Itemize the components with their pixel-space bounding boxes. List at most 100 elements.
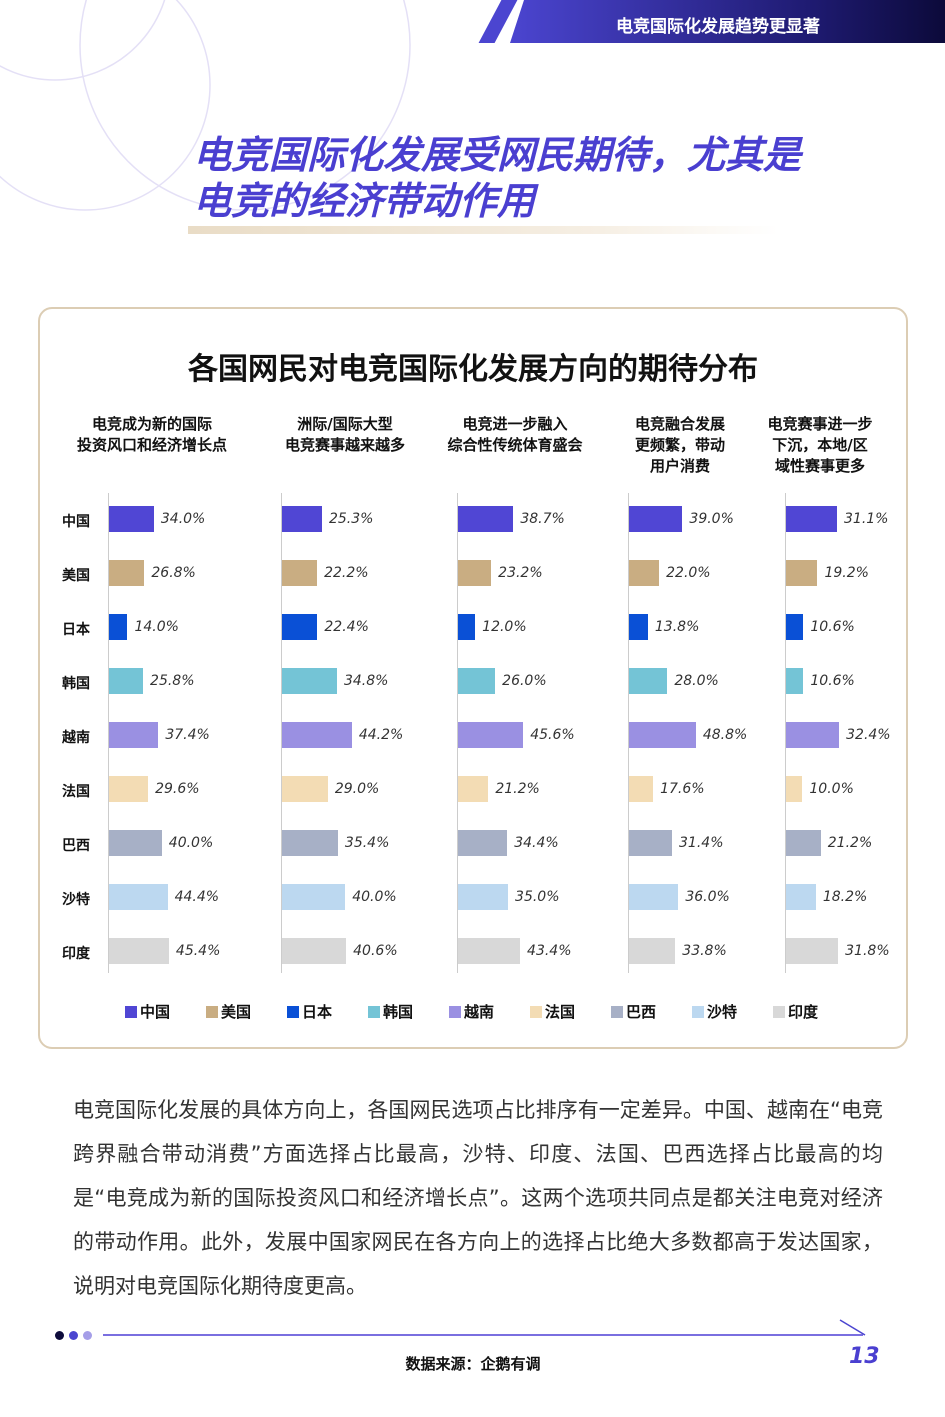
legend-swatch	[530, 1005, 542, 1018]
dot	[83, 1331, 92, 1340]
data-label: 18.2%	[822, 889, 868, 905]
data-label: 13.8%	[654, 619, 700, 635]
bar-韩国	[629, 668, 668, 694]
data-label: 45.4%	[175, 943, 221, 959]
data-label: 26.0%	[502, 673, 547, 689]
legend-swatch	[287, 1005, 299, 1018]
legend-item: 中国	[125, 1001, 206, 1022]
panel-header-line: 用户消费	[649, 457, 710, 475]
bar-韩国	[109, 668, 144, 694]
panel-header: 电竞成为新的国际 投资风口和经济增长点	[67, 414, 237, 456]
legend-label: 韩国	[383, 1003, 414, 1021]
panel-header-line: 综合性传统体育盛会	[447, 436, 583, 454]
data-label: 45.6%	[530, 727, 575, 743]
data-label: 21.2%	[827, 835, 873, 851]
panel-header-line: 电竞进一步融入	[462, 415, 568, 433]
panel-axis	[785, 493, 786, 973]
decor-circle	[0, 0, 211, 211]
data-label: 38.7%	[520, 511, 565, 527]
data-label: 34.8%	[343, 673, 389, 689]
bar-中国	[629, 506, 683, 532]
dot	[55, 1331, 64, 1340]
legend-item: 日本	[287, 1001, 368, 1022]
bar-印度	[282, 938, 347, 964]
row-label: 印度	[62, 946, 90, 962]
bar-美国	[786, 560, 818, 586]
decor-circle	[0, 0, 166, 81]
row-label: 沙特	[62, 892, 90, 908]
bar-法国	[109, 776, 149, 802]
data-source: 数据来源：企鹅有调	[405, 1355, 541, 1373]
decor-circle	[79, 0, 411, 211]
bar-沙特	[109, 884, 168, 910]
data-label: 25.8%	[150, 673, 195, 689]
bar-日本	[282, 614, 318, 640]
page-title-line: 电竞国际化发展受网民期待，尤其是	[193, 133, 802, 177]
panel-axis	[281, 493, 282, 973]
data-label: 37.4%	[165, 727, 210, 743]
panel-header: 电竞进一步融入 综合性传统体育盛会	[430, 414, 600, 456]
data-label: 10.6%	[810, 673, 855, 689]
panel-header-line: 电竞成为新的国际	[91, 415, 212, 433]
bar-日本	[458, 614, 476, 640]
data-label: 29.0%	[334, 781, 380, 797]
dot	[69, 1331, 78, 1340]
bar-法国	[786, 776, 803, 802]
bar-日本	[109, 614, 128, 640]
data-label: 40.0%	[168, 835, 214, 851]
data-label: 19.2%	[824, 565, 869, 581]
data-label: 10.6%	[810, 619, 855, 635]
bar-印度	[786, 938, 839, 964]
page-number: 13	[849, 1344, 880, 1369]
footer-line	[103, 1334, 863, 1336]
legend-swatch	[206, 1005, 218, 1018]
title-underline	[188, 226, 778, 234]
legend-label: 印度	[788, 1003, 819, 1021]
bar-美国	[458, 560, 492, 586]
bar-韩国	[458, 668, 496, 694]
chart-card	[38, 307, 908, 1049]
page-title-line: 电竞的经济带动作用	[193, 179, 536, 223]
bar-巴西	[282, 830, 338, 856]
data-label: 34.4%	[514, 835, 559, 851]
legend-label: 越南	[464, 1003, 495, 1021]
data-label: 32.4%	[846, 727, 891, 743]
bar-日本	[786, 614, 804, 640]
data-label: 40.0%	[352, 889, 397, 905]
data-label: 35.4%	[344, 835, 390, 851]
bar-巴西	[786, 830, 821, 856]
data-label: 48.8%	[702, 727, 748, 743]
bar-中国	[282, 506, 322, 532]
data-label: 40.6%	[353, 943, 398, 959]
bar-中国	[109, 506, 154, 532]
bar-越南	[458, 722, 524, 748]
row-label: 越南	[62, 730, 90, 746]
bar-印度	[629, 938, 676, 964]
panel-axis	[457, 493, 458, 973]
legend-swatch	[692, 1005, 704, 1018]
bar-印度	[109, 938, 169, 964]
legend-label: 中国	[140, 1003, 171, 1021]
data-label: 21.2%	[495, 781, 540, 797]
bar-法国	[629, 776, 654, 802]
bar-巴西	[109, 830, 162, 856]
legend-swatch	[449, 1005, 461, 1018]
panel-header-line: 下沉，本地/区	[772, 436, 868, 454]
panel-header-line: 洲际/国际大型	[297, 415, 393, 433]
bar-中国	[458, 506, 514, 532]
panel-axis	[628, 493, 629, 973]
data-label: 43.4%	[527, 943, 572, 959]
data-label: 31.1%	[844, 511, 889, 527]
chart-title: 各国网民对电竞国际化发展方向的期待分布	[188, 352, 758, 387]
bar-沙特	[629, 884, 679, 910]
panel-header-line: 电竞赛事进一步	[767, 415, 873, 433]
decor-circles	[0, 0, 411, 211]
row-label: 美国	[62, 568, 90, 584]
header-bar	[510, 0, 945, 43]
panel-header: 洲际/国际大型 电竞赛事越来越多	[260, 414, 430, 456]
bar-中国	[786, 506, 837, 532]
data-label: 33.8%	[682, 943, 727, 959]
header-stripe	[478, 0, 518, 43]
legend-swatch	[125, 1005, 137, 1018]
data-label: 44.2%	[358, 727, 404, 743]
